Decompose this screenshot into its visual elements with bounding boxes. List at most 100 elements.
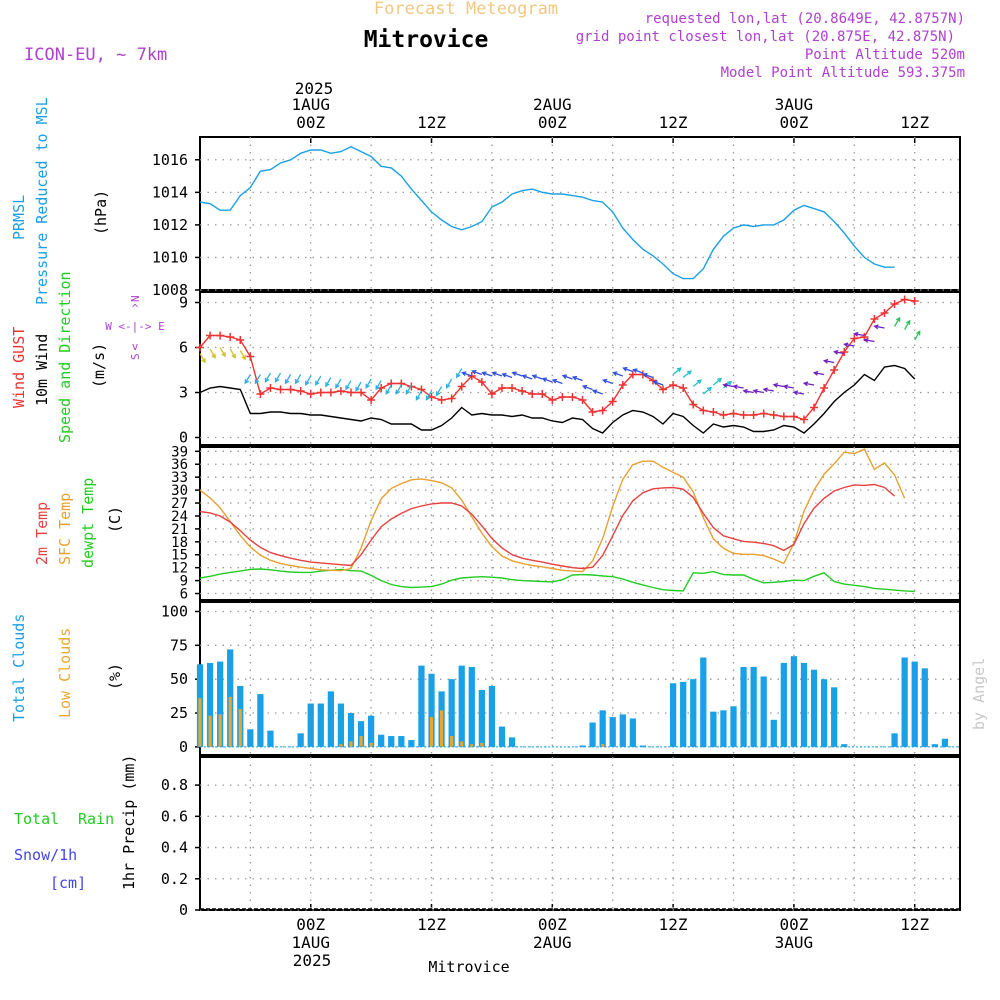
wind-direction-arrow (345, 380, 352, 390)
wind-arrowhead (591, 389, 598, 395)
gust-marker (528, 390, 537, 398)
total-clouds-bar (609, 717, 616, 747)
low-clouds-label: Low Clouds (56, 628, 74, 718)
wind-direction-arrow (502, 373, 513, 379)
wind-arrowhead (241, 355, 246, 361)
temp-2m-label: 2m Temp (33, 502, 51, 565)
total-clouds-bar (428, 673, 435, 747)
low-clouds-bar (238, 708, 242, 747)
wind-arrowhead (561, 374, 568, 380)
wind-direction-arrow (285, 374, 292, 384)
total-clouds-bar (206, 662, 214, 747)
prmsl-line (199, 146, 895, 280)
total-clouds-bar (710, 711, 717, 747)
y-tick-label: 30 (171, 483, 188, 499)
cloud-y-axis: 0 25 50 75 100 (161, 602, 960, 756)
top-year: 2025 (295, 79, 334, 98)
wind-direction-arrow (682, 370, 692, 378)
y-tick-label: 50 (170, 670, 188, 688)
wind-direction-arrow (462, 371, 473, 377)
wind-arrowhead (571, 375, 578, 381)
snow-label: Snow/1h (14, 846, 77, 864)
total-clouds-bar (901, 657, 908, 747)
dewpt-line (199, 568, 915, 593)
gust-marker (769, 411, 778, 419)
total-clouds-bar (820, 679, 828, 747)
grid-lines (249, 137, 916, 910)
y-tick-label: 21 (171, 522, 188, 538)
total-clouds-bar (720, 710, 727, 747)
wind-arrowhead (395, 389, 401, 395)
wind-direction-arrow (199, 353, 206, 363)
wind-arrowhead (706, 386, 713, 392)
gust-marker (346, 388, 355, 397)
bottom-hour-label: 12Z (900, 915, 929, 934)
wind-direction-arrow (305, 375, 312, 385)
wind-y-axis: 0 3 6 9 (179, 294, 960, 447)
wind-arrowhead (602, 378, 608, 384)
total-clouds-bar (891, 733, 898, 747)
temp-2m-line (199, 483, 896, 570)
wind-arrowhead (822, 358, 829, 364)
gust-marker (538, 390, 547, 398)
low-clouds-bar (218, 714, 222, 747)
total-clouds-bar (368, 715, 375, 747)
credit: by Angel (970, 658, 988, 730)
wind-direction-arrow (244, 374, 251, 384)
total-clouds-bar (327, 691, 334, 747)
wind-direction-arrow (733, 385, 744, 389)
wind-direction-arrow (512, 371, 523, 377)
wind-arrowhead (742, 388, 748, 394)
wind-direction-arrow (723, 384, 734, 388)
top-hour-label: 12Z (900, 113, 929, 132)
temp-sfc-label: SFC Temp (56, 493, 74, 565)
wind-direction-arrow (254, 374, 261, 384)
total-clouds-bar (247, 729, 254, 747)
y-tick-label: 25 (170, 704, 188, 722)
wind-arrowhead (445, 383, 451, 389)
top-hour-label: 12Z (659, 113, 688, 132)
total-clouds-bar (911, 661, 918, 747)
total-clouds-bar (669, 683, 677, 747)
total-clouds-bar (297, 733, 304, 747)
wind-direction-arrow (643, 373, 654, 379)
wind-direction-arrow (532, 374, 543, 380)
gust-marker (900, 295, 909, 304)
wind-direction-arrow (395, 384, 402, 394)
total-clouds-bar (267, 730, 274, 747)
subtitle: Forecast Meteogram (374, 0, 558, 19)
wind-direction-arrow (209, 348, 216, 358)
gust-marker (497, 384, 506, 392)
temp-labels: 2m Temp SFC Temp dewpt Temp (C) (33, 478, 124, 568)
gust-marker (709, 408, 718, 416)
sfc-temp-line (199, 448, 906, 573)
total-clouds-bar (730, 706, 737, 747)
bottom-day-label: 2AUG (533, 933, 572, 952)
wind-arrowhead (581, 384, 588, 390)
low-clouds-bar (198, 698, 202, 747)
wind-series (196, 295, 921, 434)
total-clouds-bar (307, 703, 314, 747)
gust-marker (659, 385, 668, 394)
wind-direction-arrow (264, 372, 272, 382)
gust-marker (437, 396, 446, 404)
wind-gust-label: Wind GUST (10, 327, 28, 408)
total-clouds-bar (337, 703, 345, 747)
total-clouds-bar (488, 685, 496, 747)
wind-arrowhead (355, 386, 360, 392)
low-clouds-bar (369, 742, 373, 747)
wind-direction-arrow (894, 317, 901, 327)
wind-direction-arrow (492, 371, 503, 377)
gust-marker (226, 333, 235, 341)
total-clouds-bar (408, 740, 415, 747)
low-clouds-bar (450, 736, 454, 747)
wind-arrowhead (541, 377, 547, 383)
wind-arrowhead (375, 385, 380, 391)
total-clouds-bar (931, 744, 938, 747)
y-tick-label: 9 (179, 294, 188, 312)
y-tick-label: 1016 (152, 151, 188, 169)
